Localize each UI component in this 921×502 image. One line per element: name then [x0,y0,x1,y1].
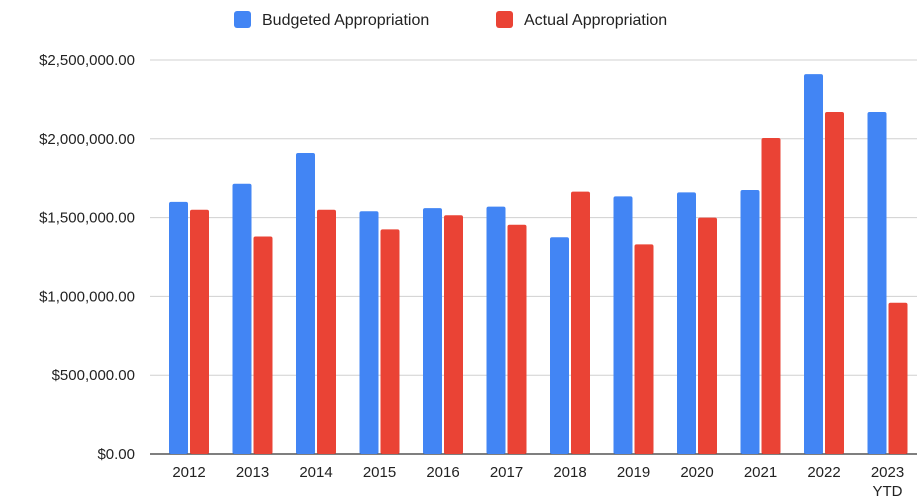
y-axis-ticks: $0.00 $500,000.00 $1,000,000.00 $1,500,000.… [39,52,135,463]
bar-budgeted[interactable] [740,190,760,454]
bar-actual[interactable] [761,138,781,454]
x-tick-label: 2017 [490,464,523,481]
bar-budgeted[interactable] [359,211,379,454]
bar-budgeted[interactable] [550,237,569,454]
x-tick-label: 2021 [744,464,777,481]
legend-label-budgeted: Budgeted Appropriation [262,12,429,29]
legend: Budgeted Appropriation Actual Appropriati… [234,11,667,29]
x-tick-label: 2022 [807,464,840,481]
x-tick-label: 2012 [172,464,205,481]
y-tick-label: $500,000.00 [52,367,135,384]
bar-budgeted[interactable] [613,196,633,454]
y-tick-label: $2,000,000.00 [39,131,135,148]
bar-budgeted[interactable] [867,112,887,455]
grid [150,59,917,455]
y-tick-label: $1,500,000.00 [39,210,135,227]
x-tick-label: 2014 [299,464,332,481]
y-tick-label: $2,500,000.00 [39,52,135,69]
bar-actual[interactable] [888,302,908,454]
bar-budgeted[interactable] [232,183,252,454]
bar-actual[interactable] [253,236,273,454]
bar-budgeted[interactable] [296,152,315,454]
x-tick-label: 2016 [426,464,459,481]
bar-budgeted[interactable] [677,192,696,454]
legend-label-actual: Actual Appropriation [524,12,667,29]
y-tick-label: $1,000,000.00 [39,288,135,305]
x-tick-label: 2023 YTD [871,464,904,500]
bar-actual[interactable] [380,229,400,454]
bar-actual[interactable] [698,217,717,454]
bar-budgeted[interactable] [169,201,188,454]
bar-actual[interactable] [507,224,527,454]
bar-actual[interactable] [634,244,654,454]
x-tick-label: 2020 [680,464,713,481]
bar-budgeted[interactable] [423,208,442,454]
bar-actual[interactable] [571,191,590,454]
x-tick-label: 2013 [236,464,269,481]
y-tick-label: $0.00 [97,446,135,463]
legend-swatch-budgeted [234,11,251,28]
bars [169,74,908,455]
bar-actual[interactable] [444,215,463,454]
x-tick-label: 2018 [553,464,586,481]
legend-swatch-actual [496,11,513,28]
bar-budgeted[interactable] [804,74,823,455]
x-tick-label: 2015 [363,464,396,481]
x-tick-label: 2019 [617,464,650,481]
bar-actual[interactable] [317,209,336,454]
bar-actual[interactable] [825,112,844,455]
x-axis-ticks: 2012 2013 2014 2015 2016 2017 2018 2019 2020 2021… [172,464,904,500]
bar-budgeted[interactable] [486,206,506,454]
bar-actual[interactable] [190,209,209,454]
